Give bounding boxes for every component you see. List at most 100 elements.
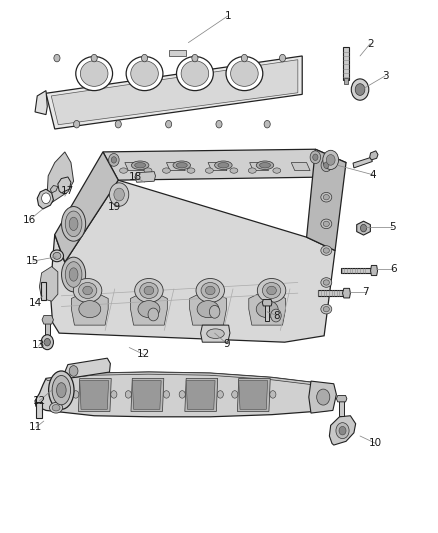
Ellipse shape: [231, 61, 258, 86]
Polygon shape: [237, 378, 270, 411]
Circle shape: [192, 54, 198, 62]
Polygon shape: [46, 372, 328, 392]
Ellipse shape: [176, 163, 187, 168]
Text: 3: 3: [382, 71, 389, 80]
Bar: [45, 322, 50, 336]
Polygon shape: [51, 60, 298, 125]
Circle shape: [339, 426, 346, 435]
Ellipse shape: [321, 304, 332, 314]
Circle shape: [111, 157, 117, 163]
Ellipse shape: [140, 282, 158, 298]
Circle shape: [232, 391, 238, 398]
Text: 1: 1: [224, 11, 231, 21]
Polygon shape: [42, 316, 53, 324]
Polygon shape: [58, 177, 71, 193]
Circle shape: [355, 84, 365, 95]
Circle shape: [54, 54, 60, 62]
Circle shape: [125, 391, 131, 398]
Ellipse shape: [69, 268, 78, 281]
Ellipse shape: [258, 278, 286, 303]
Circle shape: [313, 154, 318, 160]
Ellipse shape: [226, 56, 263, 91]
Text: 19: 19: [108, 202, 121, 212]
Bar: [344, 78, 348, 84]
Circle shape: [270, 391, 276, 398]
Bar: [265, 304, 269, 321]
Circle shape: [166, 120, 172, 128]
Polygon shape: [71, 294, 108, 325]
Text: 16: 16: [23, 215, 36, 224]
Text: 17: 17: [61, 186, 74, 196]
Ellipse shape: [65, 262, 82, 287]
Polygon shape: [46, 56, 302, 129]
Ellipse shape: [79, 301, 101, 318]
Polygon shape: [35, 372, 335, 417]
Ellipse shape: [78, 282, 97, 298]
Polygon shape: [125, 163, 144, 171]
Polygon shape: [309, 381, 336, 413]
Text: 6: 6: [390, 264, 397, 274]
Polygon shape: [131, 378, 164, 411]
Text: 7: 7: [362, 287, 369, 297]
Ellipse shape: [69, 217, 78, 231]
Ellipse shape: [61, 257, 86, 292]
Ellipse shape: [215, 161, 232, 169]
Ellipse shape: [256, 161, 274, 169]
Ellipse shape: [49, 402, 63, 413]
Ellipse shape: [135, 163, 145, 168]
Polygon shape: [80, 381, 109, 409]
Ellipse shape: [323, 221, 329, 227]
Circle shape: [317, 389, 330, 405]
Bar: [36, 402, 42, 418]
Circle shape: [91, 54, 97, 62]
Circle shape: [179, 391, 185, 398]
Ellipse shape: [57, 383, 66, 398]
Ellipse shape: [187, 168, 195, 173]
Text: 12: 12: [137, 350, 150, 359]
Ellipse shape: [323, 248, 329, 253]
Text: 5: 5: [389, 222, 396, 231]
Polygon shape: [132, 381, 161, 409]
Ellipse shape: [177, 56, 213, 91]
Ellipse shape: [135, 278, 163, 303]
Text: 9: 9: [223, 339, 230, 349]
Text: 18: 18: [129, 172, 142, 182]
Polygon shape: [135, 172, 155, 182]
Text: 12: 12: [33, 396, 46, 406]
Polygon shape: [39, 266, 58, 301]
Circle shape: [111, 391, 117, 398]
Circle shape: [351, 79, 369, 100]
Ellipse shape: [323, 195, 329, 200]
Ellipse shape: [323, 306, 329, 312]
Ellipse shape: [273, 168, 281, 173]
Polygon shape: [343, 288, 350, 298]
Circle shape: [216, 120, 222, 128]
Ellipse shape: [120, 168, 127, 173]
Polygon shape: [78, 378, 111, 411]
Circle shape: [110, 183, 129, 206]
Circle shape: [74, 120, 80, 128]
Bar: [41, 282, 46, 300]
Text: 4: 4: [370, 170, 377, 180]
Circle shape: [241, 54, 247, 62]
Circle shape: [324, 162, 329, 168]
Circle shape: [323, 150, 339, 169]
Ellipse shape: [218, 163, 229, 168]
Polygon shape: [65, 358, 110, 378]
Circle shape: [310, 151, 321, 164]
Bar: [341, 268, 374, 273]
Polygon shape: [262, 300, 272, 306]
Polygon shape: [35, 91, 47, 115]
Polygon shape: [190, 294, 226, 325]
Circle shape: [321, 159, 332, 172]
Polygon shape: [329, 416, 356, 445]
Polygon shape: [201, 325, 230, 342]
Circle shape: [73, 391, 79, 398]
Circle shape: [44, 338, 50, 346]
Polygon shape: [249, 294, 286, 325]
Ellipse shape: [131, 161, 149, 169]
Circle shape: [109, 154, 119, 166]
Ellipse shape: [201, 282, 219, 298]
Polygon shape: [307, 149, 346, 251]
Ellipse shape: [321, 278, 332, 287]
